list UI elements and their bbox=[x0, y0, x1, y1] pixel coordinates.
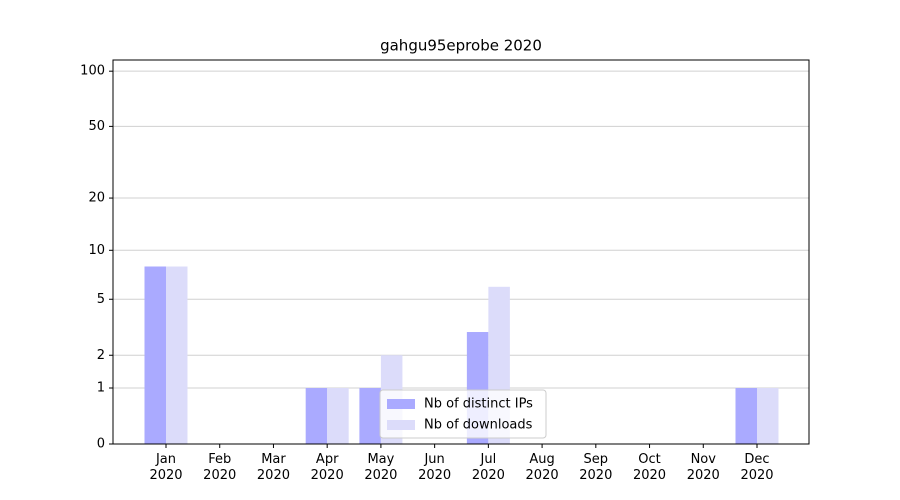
y-tick-label: 50 bbox=[88, 119, 105, 134]
bar bbox=[359, 388, 381, 444]
y-tick-label: 20 bbox=[88, 191, 105, 206]
x-tick-label: Nov 2020 bbox=[686, 452, 720, 483]
x-tick-label: Jan 2020 bbox=[149, 452, 183, 483]
y-tick-label: 5 bbox=[97, 292, 105, 307]
x-tick-label: Oct 2020 bbox=[632, 452, 667, 483]
legend-label: Nb of downloads bbox=[424, 418, 533, 433]
x-tick-label: Mar 2020 bbox=[256, 452, 290, 483]
bar bbox=[327, 388, 349, 444]
bar bbox=[144, 266, 166, 444]
plot-frame bbox=[112, 59, 810, 445]
x-tick-label: Jul 2020 bbox=[471, 452, 505, 483]
x-tick-label: Aug 2020 bbox=[525, 452, 559, 483]
y-tick-label: 100 bbox=[80, 64, 105, 79]
x-tick-label: Apr 2020 bbox=[310, 452, 344, 483]
legend-frame bbox=[379, 389, 547, 439]
legend-swatch bbox=[387, 399, 415, 409]
x-tick-label: Feb 2020 bbox=[203, 452, 237, 483]
bar bbox=[166, 266, 188, 444]
bar bbox=[757, 388, 779, 444]
chart-title: gahgu95eprobe 2020 bbox=[380, 37, 542, 55]
x-tick-label: May 2020 bbox=[364, 452, 398, 483]
x-tick-label: Jun 2020 bbox=[418, 452, 452, 483]
legend-swatch bbox=[387, 420, 415, 430]
bar bbox=[735, 388, 757, 444]
legend: Nb of distinct IPs Nb of downloads bbox=[379, 389, 547, 439]
y-tick-label: 10 bbox=[88, 243, 105, 258]
y-tick-label: 2 bbox=[97, 348, 105, 363]
y-tick-label: 1 bbox=[97, 381, 105, 396]
legend-label: Nb of distinct IPs bbox=[424, 397, 533, 412]
x-tick-label: Sep 2020 bbox=[579, 452, 613, 483]
bar bbox=[305, 388, 328, 444]
x-tick-label: Dec 2020 bbox=[740, 452, 774, 483]
y-tick-label: 0 bbox=[97, 437, 105, 452]
